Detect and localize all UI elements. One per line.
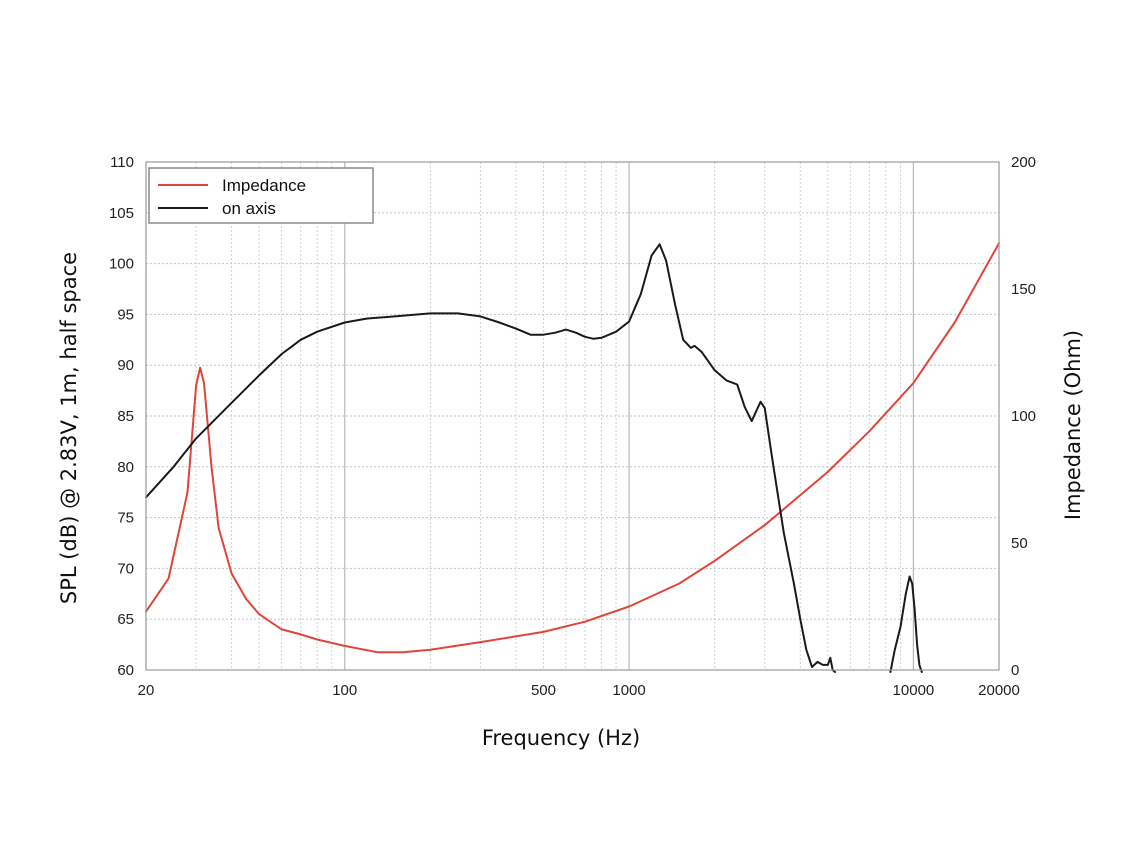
x-tick-label: 10000 (893, 682, 935, 699)
x-tick-label: 1000 (612, 682, 645, 699)
series-on-axis-hf-line (889, 575, 923, 673)
tick-labels: 60 65 70 75 80 85 90 95 100 105 110 0 50 100 150 200 20 1… (109, 154, 1036, 699)
left-y-tick-label: 95 (117, 306, 134, 323)
series-layer (145, 242, 1000, 673)
legend-box (148, 167, 374, 224)
left-y-tick-label: 70 (117, 560, 134, 577)
series-impedance-line (145, 242, 1000, 654)
left-y-tick-label: 100 (109, 256, 134, 273)
left-y-tick-label: 80 (117, 459, 134, 476)
left-y-tick-label: 65 (117, 611, 134, 628)
grid-lines (146, 162, 999, 670)
legend: Impedance on axis (148, 167, 374, 224)
plot-frame (145, 161, 1000, 671)
series-on-axis-line (145, 243, 836, 673)
left-y-tick-label: 105 (109, 205, 134, 222)
x-tick-label: 20000 (978, 682, 1020, 699)
right-y-axis-title: Impedance (Ohm) (1061, 330, 1085, 520)
left-y-tick-label: 85 (117, 408, 134, 425)
left-y-tick-label: 90 (117, 357, 134, 374)
left-y-tick-label: 75 (117, 510, 134, 527)
left-y-axis-title: SPL (dB) @ 2.83V, 1m, half space (57, 252, 81, 604)
legend-label-impedance: Impedance (222, 176, 306, 195)
right-y-tick-label: 150 (1011, 281, 1036, 298)
left-y-tick-label: 60 (117, 662, 134, 679)
right-y-tick-label: 0 (1011, 662, 1019, 679)
right-y-tick-label: 200 (1011, 154, 1036, 171)
right-y-tick-label: 50 (1011, 535, 1028, 552)
right-y-tick-label: 100 (1011, 408, 1036, 425)
plot-background (146, 162, 999, 670)
x-axis-title: Frequency (Hz) (482, 726, 640, 750)
x-tick-label: 500 (531, 682, 556, 699)
x-tick-label: 20 (138, 682, 155, 699)
legend-label-on-axis: on axis (222, 199, 276, 218)
x-tick-label: 100 (332, 682, 357, 699)
left-y-tick-label: 110 (110, 154, 134, 171)
